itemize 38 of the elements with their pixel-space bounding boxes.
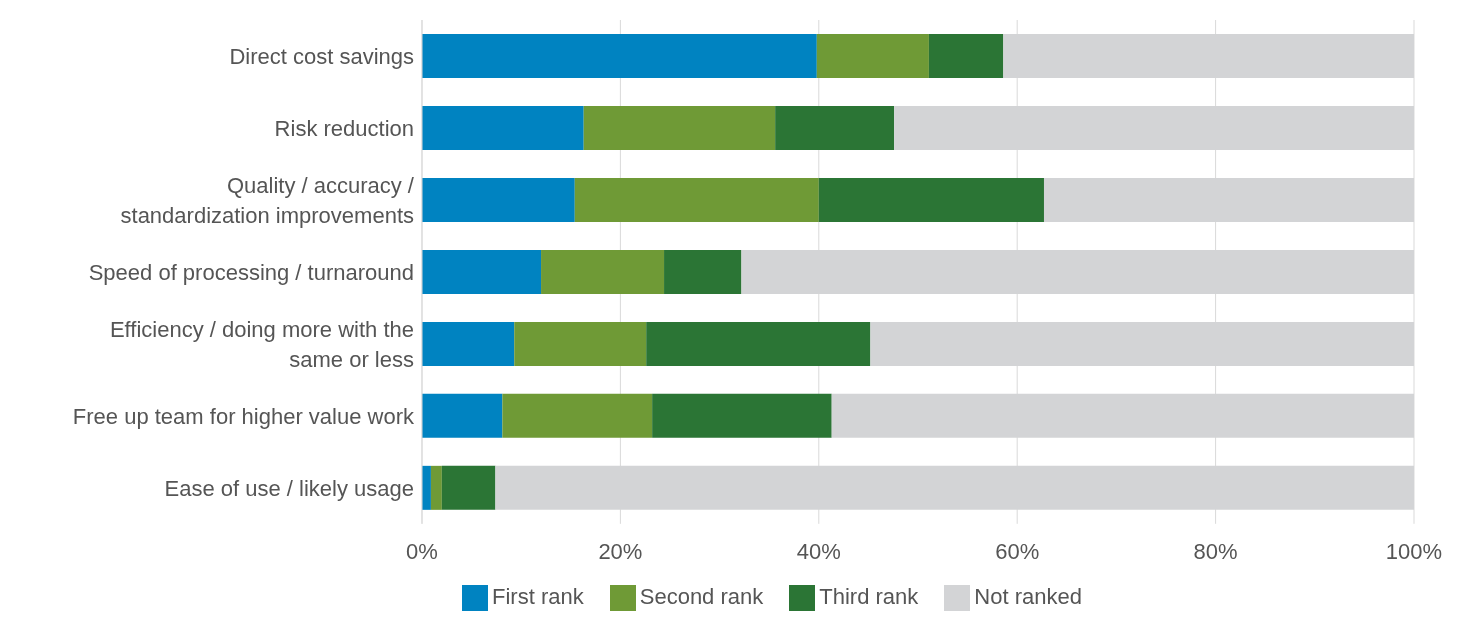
bar bbox=[775, 105, 895, 150]
bar bbox=[422, 249, 542, 294]
bar bbox=[422, 393, 503, 438]
bar bbox=[574, 177, 819, 222]
bar bbox=[422, 105, 584, 150]
y-tick-label: Speed of processing / turnaround bbox=[88, 259, 414, 285]
bar bbox=[514, 321, 647, 366]
bar bbox=[422, 177, 575, 222]
legend-label: Third rank bbox=[819, 583, 919, 609]
bar bbox=[422, 321, 515, 366]
x-tick-label: 20% bbox=[598, 539, 643, 565]
bar bbox=[502, 393, 653, 438]
bar bbox=[541, 249, 665, 294]
y-tick-label: Efficiency / doing more with the same or less bbox=[109, 316, 414, 372]
bar bbox=[816, 34, 929, 78]
bar bbox=[441, 465, 496, 510]
legend-label: First rank bbox=[492, 583, 584, 609]
x-tick-label: 80% bbox=[1193, 539, 1238, 565]
y-tick-label: Free up team for higher value work bbox=[72, 403, 415, 429]
y-tick-label: Quality / accuracy / standardization improvements bbox=[120, 172, 415, 228]
bar bbox=[583, 105, 776, 150]
x-tick-label: 0% bbox=[406, 539, 438, 565]
y-tick-label: Risk reduction bbox=[274, 115, 414, 141]
bar bbox=[652, 393, 832, 438]
bar bbox=[646, 321, 871, 366]
x-tick-label: 60% bbox=[995, 539, 1040, 565]
bar bbox=[928, 34, 1004, 78]
x-tick-label: 40% bbox=[796, 539, 841, 565]
bar bbox=[818, 177, 1044, 222]
y-tick-label: Direct cost savings bbox=[229, 43, 414, 69]
bar bbox=[664, 249, 742, 294]
bar bbox=[422, 465, 431, 510]
legend-label: Not ranked bbox=[974, 583, 1082, 609]
bar bbox=[430, 465, 442, 510]
legend-label: Second rank bbox=[639, 583, 764, 609]
bar bbox=[422, 34, 817, 78]
y-tick-label: Ease of use / likely usage bbox=[164, 475, 414, 501]
x-tick-label: 100% bbox=[1385, 539, 1443, 565]
